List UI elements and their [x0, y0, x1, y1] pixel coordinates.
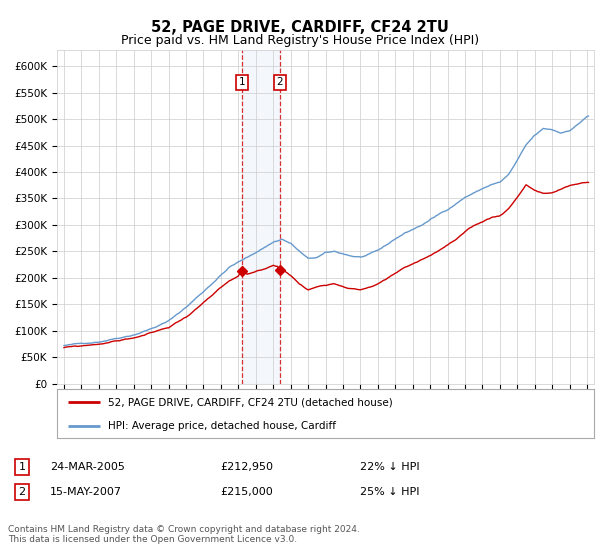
Text: 1: 1 [239, 77, 245, 87]
Text: 24-MAR-2005: 24-MAR-2005 [50, 462, 125, 472]
Text: 2: 2 [277, 77, 283, 87]
Text: £212,950: £212,950 [220, 462, 273, 472]
Text: 15-MAY-2007: 15-MAY-2007 [50, 487, 122, 497]
Text: 52, PAGE DRIVE, CARDIFF, CF24 2TU: 52, PAGE DRIVE, CARDIFF, CF24 2TU [151, 20, 449, 35]
Text: HPI: Average price, detached house, Cardiff: HPI: Average price, detached house, Card… [108, 421, 336, 431]
Bar [242, 50, 280, 384]
Text: 2: 2 [19, 487, 26, 497]
Text: Contains HM Land Registry data © Crown copyright and database right 2024.
This d: Contains HM Land Registry data © Crown c… [8, 525, 360, 544]
Text: 52, PAGE DRIVE, CARDIFF, CF24 2TU (detached house): 52, PAGE DRIVE, CARDIFF, CF24 2TU (detac… [108, 398, 393, 408]
Text: 25% ↓ HPI: 25% ↓ HPI [360, 487, 419, 497]
Text: 1: 1 [19, 462, 25, 472]
Text: £215,000: £215,000 [220, 487, 273, 497]
Text: Price paid vs. HM Land Registry's House Price Index (HPI): Price paid vs. HM Land Registry's House … [121, 34, 479, 46]
Text: 22% ↓ HPI: 22% ↓ HPI [360, 462, 419, 472]
